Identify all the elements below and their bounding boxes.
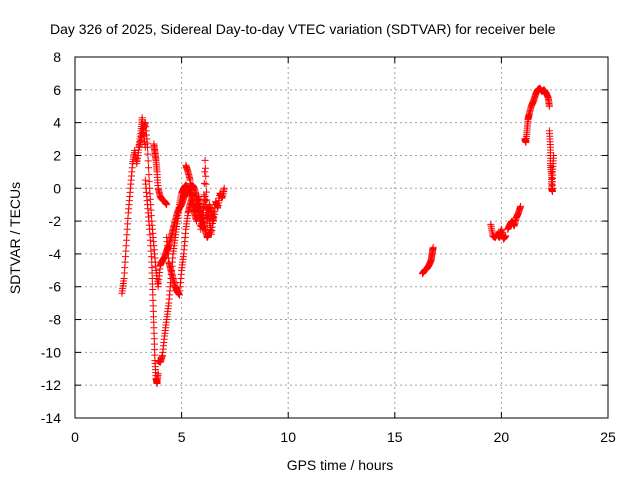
data-point (210, 209, 218, 217)
chart-title: Day 326 of 2025, Sidereal Day-to-day VTE… (50, 21, 556, 37)
y-tick-label: -2 (49, 213, 62, 229)
data-point (545, 102, 553, 110)
series-arc-4a (487, 220, 510, 243)
tick-labels: 0 5 10 15 20 25 -14 -12 -10 -8 -6 -4 -2 0 2 4 6 8 (41, 49, 616, 445)
y-tick-label: 8 (53, 49, 61, 65)
data-point (502, 232, 510, 240)
x-tick-label: 0 (71, 429, 79, 445)
data-point (154, 370, 162, 378)
data-point (201, 168, 209, 176)
data-point (143, 143, 151, 151)
y-tick-label: -12 (41, 377, 61, 393)
data-point (203, 196, 211, 204)
data-point (201, 156, 209, 164)
data-point (550, 151, 558, 159)
x-tick-label: 20 (494, 429, 510, 445)
data-point (144, 157, 152, 165)
y-tick-label: 0 (53, 180, 61, 196)
y-tick-label: 2 (53, 147, 61, 163)
data-point (202, 172, 210, 180)
data-point (145, 164, 153, 172)
data-points (118, 84, 558, 388)
data-point (163, 201, 171, 209)
data-point (220, 184, 228, 192)
data-point (199, 225, 207, 233)
series-arc-4b (504, 202, 525, 233)
data-point (200, 202, 208, 210)
data-point (145, 177, 153, 185)
y-tick-label: -4 (49, 246, 62, 262)
y-tick-label: -10 (41, 344, 61, 360)
data-point (145, 171, 153, 179)
data-point (202, 180, 210, 188)
y-tick-label: 6 (53, 82, 61, 98)
y-tick-label: -14 (41, 410, 61, 426)
data-point (200, 179, 208, 187)
grid (75, 57, 608, 418)
axis-ticks (74, 56, 609, 419)
x-tick-label: 5 (178, 429, 186, 445)
x-tick-label: 15 (387, 429, 403, 445)
data-point (202, 188, 210, 196)
data-point (517, 202, 525, 210)
plot-frame (74, 56, 609, 419)
data-point (429, 243, 437, 251)
series-arc-2a (150, 140, 171, 209)
y-tick-label: -8 (49, 312, 62, 328)
x-tick-label: 10 (280, 429, 296, 445)
data-point (199, 214, 207, 222)
y-tick-label: 4 (53, 115, 61, 131)
y-tick-label: -6 (49, 279, 62, 295)
data-point (144, 150, 152, 158)
series-arc-3 (419, 243, 437, 278)
data-point (201, 164, 209, 172)
series-arc-2d (182, 156, 218, 238)
y-axis-label: SDTVAR / TECUs (7, 182, 23, 294)
x-axis-label: GPS time / hours (287, 457, 394, 473)
x-tick-label: 25 (600, 429, 616, 445)
series-arc-4c (521, 84, 553, 146)
series-arc-4d (545, 127, 558, 196)
